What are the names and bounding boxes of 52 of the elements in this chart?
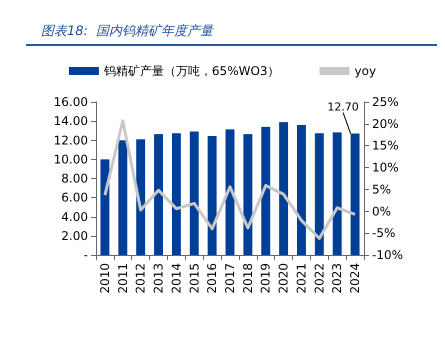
bar <box>100 159 110 255</box>
y2-tick-label: 5% <box>372 182 392 196</box>
data-label: 12.70 <box>327 100 359 114</box>
bar <box>118 140 128 255</box>
y-tick-label: 14.00 <box>54 114 88 128</box>
bar <box>314 133 324 255</box>
x-tick-label: 2011 <box>116 263 130 294</box>
y2-tick-label: 25% <box>372 95 399 109</box>
legend-label: 钨精矿产量（万吨，65%WO3） <box>102 64 280 78</box>
x-tick-label: 2013 <box>152 263 166 294</box>
y2-tick-label: 0% <box>372 204 392 218</box>
y-tick-label: 4.00 <box>61 210 88 224</box>
bar <box>350 134 360 255</box>
bar <box>208 136 217 255</box>
y-tick-label: - <box>84 248 88 262</box>
x-tick-label: 2015 <box>187 263 202 294</box>
bar <box>172 133 181 255</box>
x-tick-label: 2019 <box>258 263 273 294</box>
y2-tick-label: 10% <box>372 160 399 175</box>
bar <box>261 126 270 255</box>
legend-label: yoy <box>354 64 376 78</box>
x-tick-label: 2018 <box>240 263 255 294</box>
x-tick-label: 2014 <box>169 263 184 294</box>
x-tick-label: 2012 <box>134 263 148 294</box>
bar <box>226 129 234 255</box>
x-tick-label: 2016 <box>205 263 220 294</box>
x-tick-label: 2017 <box>223 263 237 294</box>
y2-tick-label: 20% <box>372 116 399 131</box>
x-tick-label: 2023 <box>330 263 344 294</box>
chart-title: 图表18: 国内钨精矿年度产量 <box>41 23 216 39</box>
bar <box>243 134 252 255</box>
y-tick-label: 16.00 <box>54 95 88 109</box>
x-tick-label: 2010 <box>98 263 112 294</box>
x-tick-label: 2021 <box>294 263 308 294</box>
y-tick-label: 6.00 <box>61 190 88 205</box>
x-tick-label: 2022 <box>312 263 326 294</box>
y-tick-label: 8.00 <box>61 172 88 186</box>
y2-tick-label: -5% <box>372 226 396 240</box>
bar <box>136 139 146 255</box>
bar <box>297 124 306 255</box>
line-series <box>103 119 357 240</box>
x-tick-label: 2024 <box>348 263 362 294</box>
y2-tick-label: 15% <box>372 138 399 153</box>
y-tick-label: 2.00 <box>61 228 88 243</box>
y2-tick-label: -10% <box>372 248 404 262</box>
bar <box>154 134 163 255</box>
y-tick-label: 10.00 <box>54 152 88 166</box>
bar <box>332 132 342 255</box>
y-tick-label: 12.00 <box>54 133 88 148</box>
x-tick-label: 2020 <box>276 263 291 294</box>
bar <box>279 122 288 255</box>
bar <box>190 131 199 255</box>
